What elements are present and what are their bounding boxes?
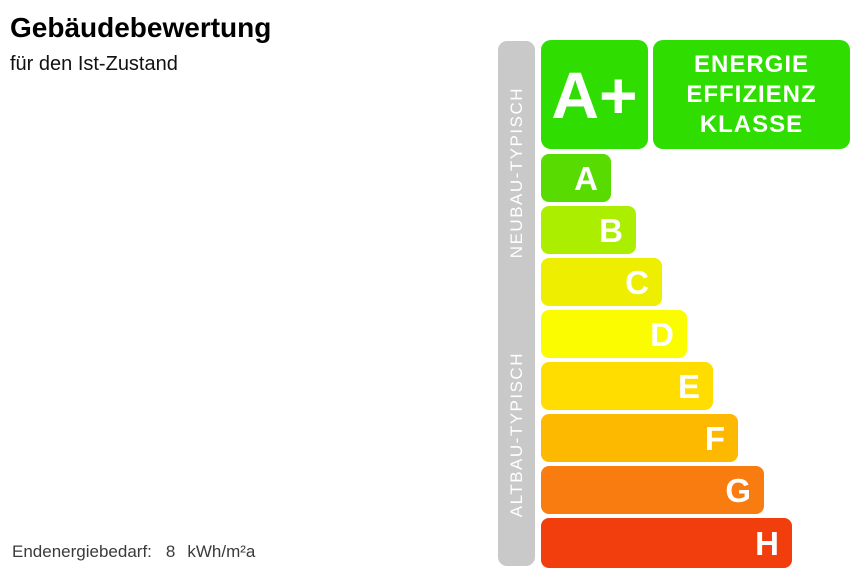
legend-line-2: EFFIZIENZ — [686, 80, 817, 108]
class-label-b: B — [599, 211, 623, 249]
class-bar-g: G — [541, 466, 764, 514]
altbau-section: ALTBAU-TYPISCH — [498, 304, 535, 567]
neubau-section: NEUBAU-TYPISCH — [498, 41, 535, 304]
class-label-g: G — [725, 471, 751, 509]
page-subtitle: für den Ist-Zustand — [10, 53, 178, 75]
legend-line-1: ENERGIE — [693, 50, 810, 78]
class-label-d: D — [650, 315, 674, 353]
class-bar-d: D — [541, 310, 687, 358]
class-bar-a: A — [541, 154, 611, 202]
class-bar-c: C — [541, 258, 662, 306]
header: Gebäudebewertung für den Ist-Zustand — [10, 12, 271, 76]
page-title: Gebäudebewertung — [10, 12, 272, 43]
class-label-a: A — [574, 159, 598, 197]
class-label-h: H — [755, 524, 779, 562]
energy-demand-value: 8 — [165, 542, 176, 561]
class-label-a-plus: A+ — [551, 57, 638, 132]
class-bar-b: B — [541, 206, 636, 254]
class-bar-a-plus: A+ — [541, 40, 648, 149]
class-label-e: E — [677, 367, 700, 405]
building-age-sidebar: NEUBAU-TYPISCH ALTBAU-TYPISCH — [498, 41, 535, 566]
energy-demand-unit: kWh/m²a — [187, 542, 256, 561]
class-bar-e: E — [541, 362, 713, 410]
energy-class-legend: ENERGIE EFFIZIENZ KLASSE — [653, 40, 850, 149]
footer-energy-demand: Endenergiebedarf: 8 kWh/m²a — [12, 542, 255, 562]
class-label-f: F — [704, 419, 725, 457]
class-bar-h: H — [541, 518, 792, 568]
energy-demand-label: Endenergiebedarf: — [12, 542, 152, 561]
neubau-typisch-label: NEUBAU-TYPISCH — [506, 86, 526, 258]
altbau-typisch-label: ALTBAU-TYPISCH — [506, 352, 526, 518]
class-label-c: C — [625, 263, 649, 301]
legend-line-3: KLASSE — [699, 110, 804, 138]
class-bar-f: F — [541, 414, 738, 462]
